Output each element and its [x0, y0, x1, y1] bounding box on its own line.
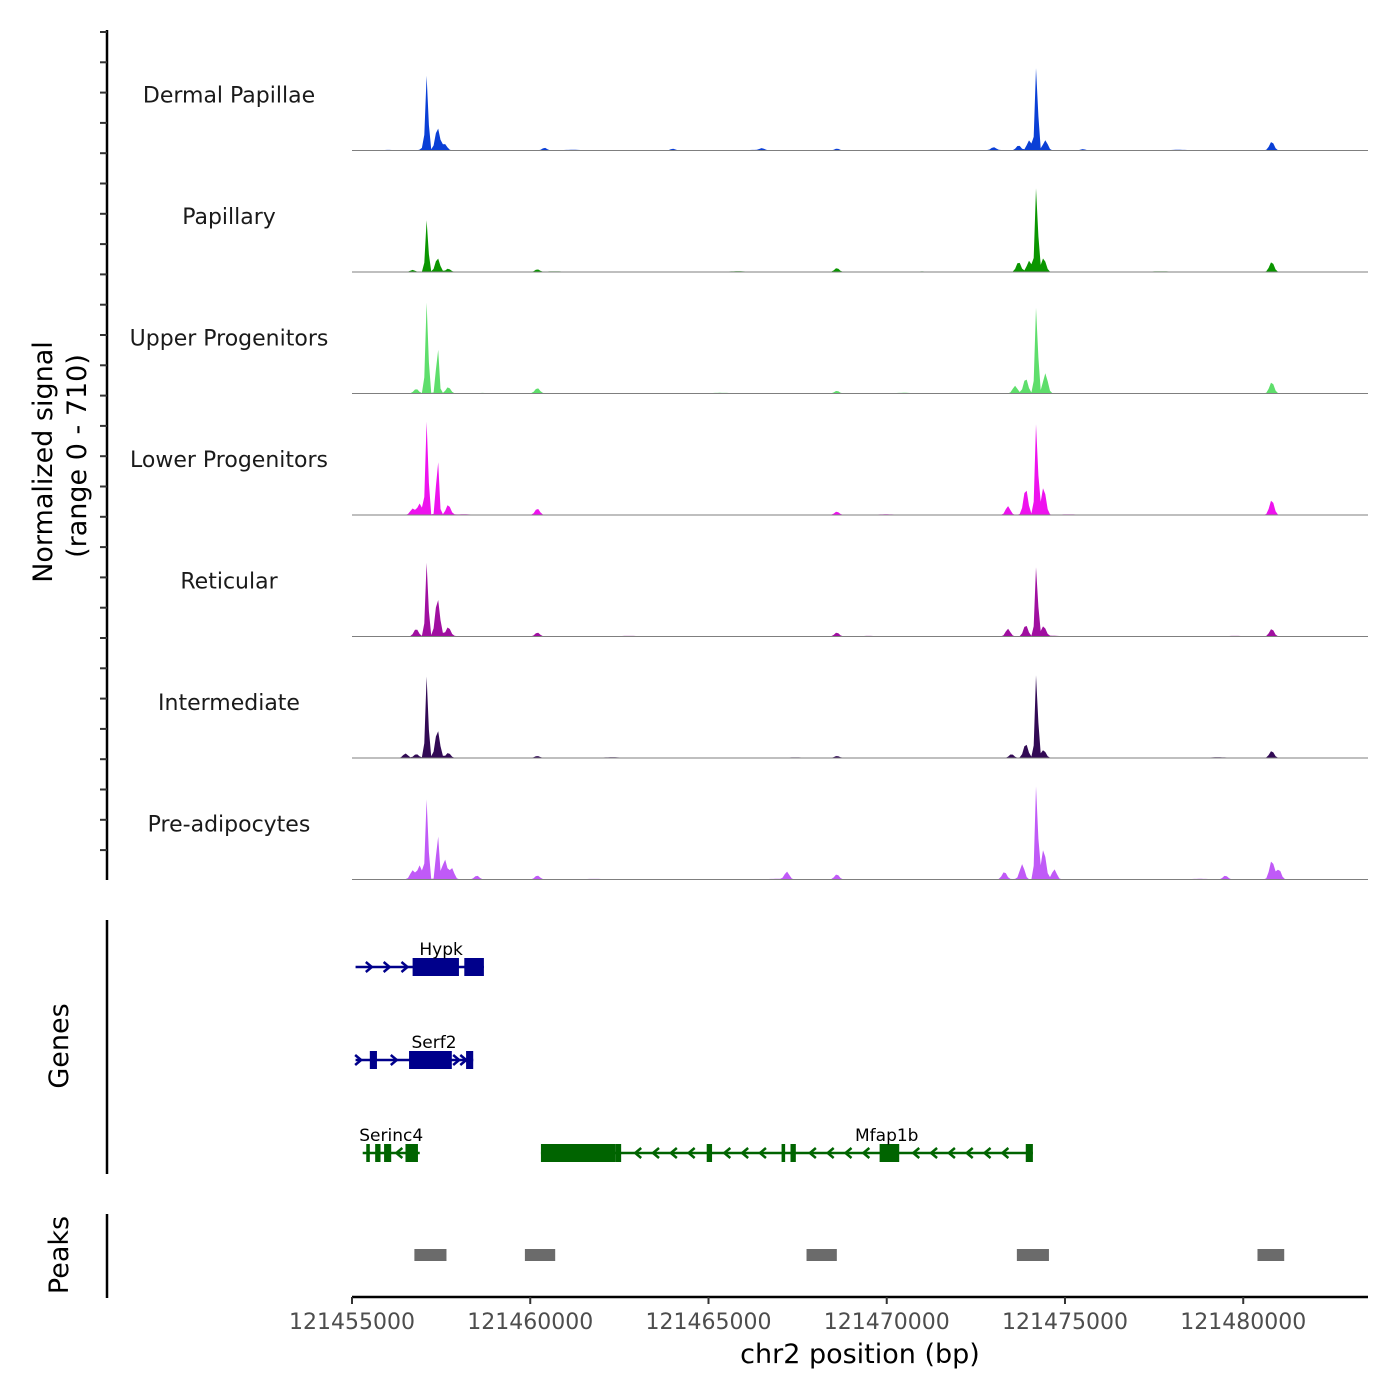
strand-arrow [389, 1054, 399, 1066]
strand-arrow [946, 1147, 956, 1159]
gene-exon [790, 1144, 796, 1162]
peaks-axis-title: Peaks [44, 1216, 75, 1294]
strand-arrow [459, 1054, 469, 1066]
coverage-area [359, 68, 1290, 151]
gene-mfap1b: Mfap1b [540, 1126, 1033, 1162]
x-tick-label: 121460000 [467, 1310, 593, 1335]
strand-arrow [982, 1147, 992, 1159]
track-lower-progenitors: Lower Progenitors [130, 421, 1368, 516]
gene-label: Hypk [419, 940, 463, 960]
coverage-area [359, 188, 1290, 272]
coverage-area [359, 675, 1290, 758]
y-axis-range-label: (range 0 - 710) [62, 354, 93, 558]
strand-arrow [1000, 1147, 1010, 1159]
gene-label: Serf2 [411, 1033, 456, 1053]
peak-region [806, 1249, 837, 1261]
strand-arrow [668, 1147, 678, 1159]
x-axis-title: chr2 position (bp) [740, 1339, 980, 1370]
gene-exon [615, 1144, 622, 1162]
strand-arrow [651, 1147, 660, 1159]
gene-serinc4: Serinc4 [359, 1126, 423, 1162]
gene-serf2: Serf2 [354, 1033, 474, 1069]
gene-exon [466, 1051, 474, 1069]
track-dermal-papillae: Dermal Papillae [143, 68, 1368, 151]
peak-region [1257, 1249, 1285, 1261]
peaks-track [414, 1249, 1285, 1261]
track-papillary: Papillary [182, 188, 1368, 273]
strand-arrow [722, 1147, 732, 1159]
coverage-tracks: Dermal Papillae Papillary Upper Progenitor… [130, 68, 1368, 880]
peak-region [1016, 1249, 1049, 1261]
track-intermediate: Intermediate [158, 675, 1368, 759]
track-label: Pre-adipocytes [148, 813, 311, 838]
strand-arrow [964, 1147, 974, 1159]
peak-region [414, 1249, 447, 1261]
gene-label: Serinc4 [359, 1126, 423, 1146]
gene-exon [1025, 1144, 1033, 1162]
coverage-area [359, 786, 1290, 880]
track-label: Lower Progenitors [130, 448, 328, 473]
gene-exon [879, 1144, 900, 1162]
strand-arrow [929, 1147, 938, 1159]
strand-arrow [758, 1147, 767, 1159]
x-tick-label: 121480000 [1180, 1310, 1306, 1335]
gene-annotation-track: Hypk Serf2 Serinc4 Mfap1b [354, 940, 1033, 1162]
genes-axis-title: Genes [44, 1003, 75, 1088]
x-tick-label: 121455000 [289, 1310, 415, 1335]
coverage-area [359, 421, 1290, 515]
gene-label: Mfap1b [855, 1126, 918, 1146]
strand-arrow [740, 1147, 749, 1159]
gene-exon [384, 1144, 392, 1162]
strand-arrow [365, 961, 374, 973]
axes: 121455000 121460000 121465000 121470000 1214… [100, 30, 1368, 1335]
track-label: Intermediate [158, 691, 300, 716]
strand-arrow [843, 1147, 853, 1159]
strand-arrow [382, 961, 392, 973]
strand-arrow [400, 961, 410, 973]
track-reticular: Reticular [180, 562, 1368, 637]
gene-exon [781, 1144, 786, 1162]
coverage-area [359, 302, 1290, 394]
strand-arrow [825, 1147, 835, 1159]
strand-arrow [452, 1054, 462, 1066]
coverage-area [359, 562, 1290, 637]
track-label: Dermal Papillae [143, 84, 315, 109]
gene-exon [369, 1051, 377, 1069]
x-tick-label: 121470000 [824, 1310, 950, 1335]
track-label: Papillary [182, 205, 276, 230]
track-label: Reticular [180, 570, 278, 595]
gene-exon [375, 1144, 381, 1162]
gene-exon [706, 1144, 713, 1162]
strand-arrow [807, 1147, 817, 1159]
y-axis-title: Normalized signal [28, 341, 59, 583]
strand-arrow [354, 1054, 364, 1066]
gene-exon [409, 1051, 452, 1069]
strand-arrow [633, 1147, 642, 1159]
gene-exon [464, 958, 484, 976]
x-tick-label: 121475000 [1002, 1310, 1128, 1335]
strand-arrow [394, 1147, 404, 1159]
gene-exon [540, 1144, 616, 1162]
gene-exon [412, 958, 459, 976]
x-tick-label: 121465000 [645, 1310, 771, 1335]
peak-region [524, 1249, 556, 1261]
track-pre-adipocytes: Pre-adipocytes [148, 786, 1368, 880]
track-upper-progenitors: Upper Progenitors [130, 302, 1368, 394]
gene-exon [405, 1144, 418, 1162]
track-label: Upper Progenitors [130, 327, 329, 352]
strand-arrow [911, 1147, 921, 1159]
strand-arrow [686, 1147, 696, 1159]
strand-arrow [861, 1147, 871, 1159]
gene-hypk: Hypk [355, 940, 484, 976]
gene-exon [366, 1144, 370, 1162]
